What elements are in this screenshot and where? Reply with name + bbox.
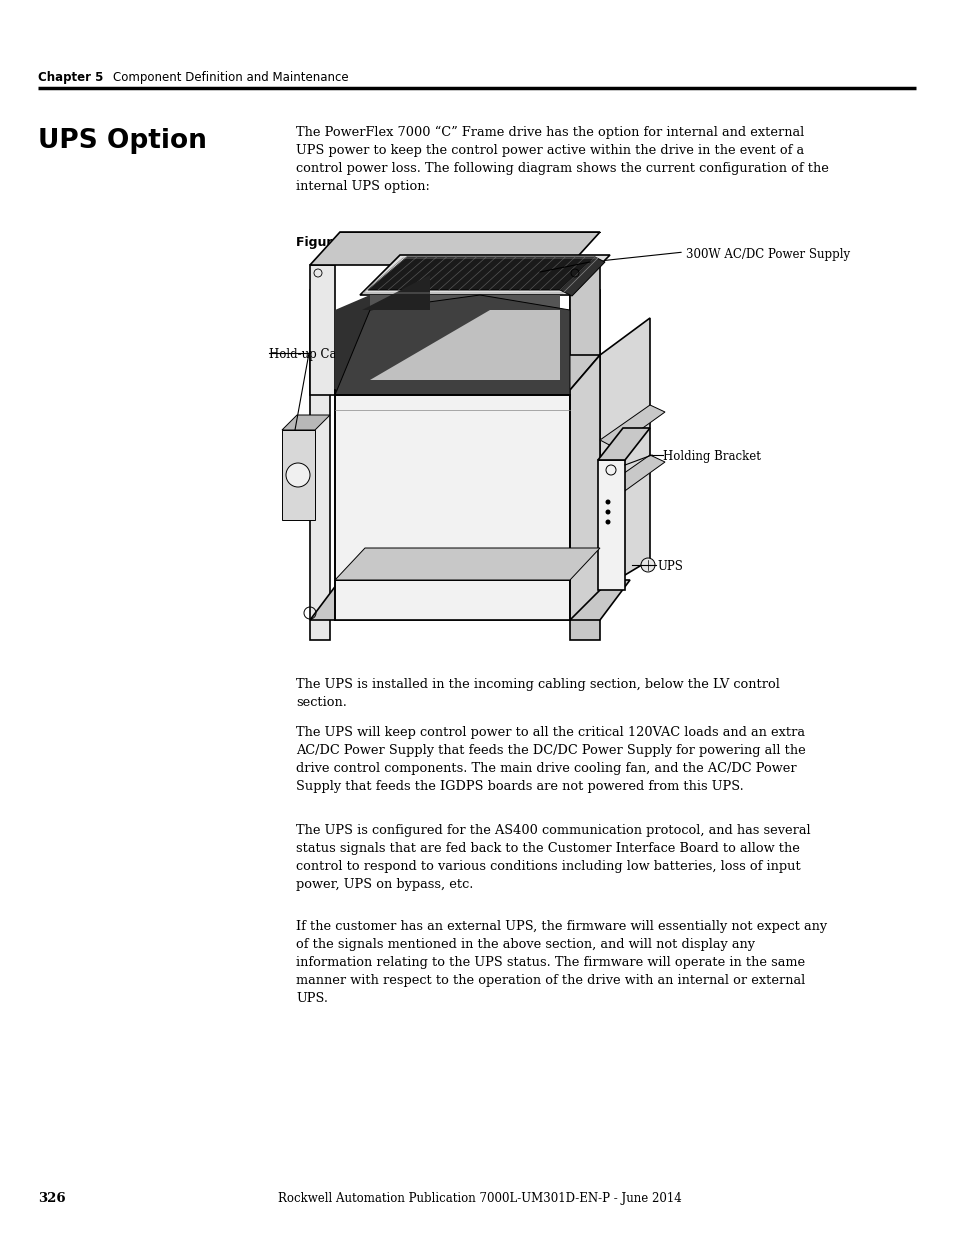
Polygon shape bbox=[599, 317, 649, 590]
Text: UPS Option: UPS Option bbox=[38, 128, 207, 154]
Circle shape bbox=[605, 520, 610, 525]
Polygon shape bbox=[370, 295, 559, 385]
Text: Holding Bracket: Holding Bracket bbox=[662, 450, 760, 463]
Text: Hold-up Capacitor: Hold-up Capacitor bbox=[269, 348, 378, 361]
Polygon shape bbox=[335, 295, 569, 395]
Circle shape bbox=[605, 499, 610, 505]
Polygon shape bbox=[598, 459, 624, 590]
Text: The UPS will keep control power to all the critical 120VAC loads and an extra
AC: The UPS will keep control power to all t… bbox=[295, 726, 805, 793]
Polygon shape bbox=[368, 257, 595, 290]
Text: If the customer has an external UPS, the firmware will essentially not expect an: If the customer has an external UPS, the… bbox=[295, 920, 826, 1005]
Text: The PowerFlex 7000 “C” Frame drive has the option for internal and external
UPS : The PowerFlex 7000 “C” Frame drive has t… bbox=[295, 126, 828, 193]
Text: The UPS is configured for the AS400 communication protocol, and has several
stat: The UPS is configured for the AS400 comm… bbox=[295, 824, 810, 890]
Text: Rockwell Automation Publication 7000L-UM301D-EN-P - June 2014: Rockwell Automation Publication 7000L-UM… bbox=[278, 1192, 681, 1205]
Polygon shape bbox=[361, 275, 430, 310]
Polygon shape bbox=[599, 405, 664, 448]
Polygon shape bbox=[310, 290, 330, 640]
Text: 300W AC/DC Power Supply: 300W AC/DC Power Supply bbox=[685, 248, 849, 261]
Polygon shape bbox=[335, 354, 599, 390]
Polygon shape bbox=[559, 257, 604, 296]
Polygon shape bbox=[599, 454, 664, 498]
Polygon shape bbox=[569, 266, 599, 390]
Polygon shape bbox=[335, 390, 569, 620]
Polygon shape bbox=[310, 266, 335, 395]
Polygon shape bbox=[282, 415, 330, 430]
Polygon shape bbox=[335, 295, 370, 390]
Text: Figure 273 - 300W AC/DC Power Supply: Figure 273 - 300W AC/DC Power Supply bbox=[295, 236, 572, 249]
Polygon shape bbox=[370, 310, 559, 380]
Circle shape bbox=[286, 463, 310, 487]
Polygon shape bbox=[359, 254, 609, 295]
Text: Chapter 5: Chapter 5 bbox=[38, 70, 103, 84]
Polygon shape bbox=[335, 548, 599, 580]
Circle shape bbox=[640, 558, 655, 572]
Polygon shape bbox=[569, 290, 599, 640]
Polygon shape bbox=[310, 580, 629, 620]
Polygon shape bbox=[598, 429, 649, 459]
Text: The UPS is installed in the incoming cabling section, below the LV control
secti: The UPS is installed in the incoming cab… bbox=[295, 678, 779, 709]
Text: Component Definition and Maintenance: Component Definition and Maintenance bbox=[112, 70, 348, 84]
Text: UPS: UPS bbox=[657, 559, 682, 573]
Polygon shape bbox=[310, 232, 599, 266]
Text: 326: 326 bbox=[38, 1192, 66, 1205]
Polygon shape bbox=[569, 354, 599, 620]
Circle shape bbox=[605, 510, 610, 515]
Polygon shape bbox=[282, 430, 314, 520]
